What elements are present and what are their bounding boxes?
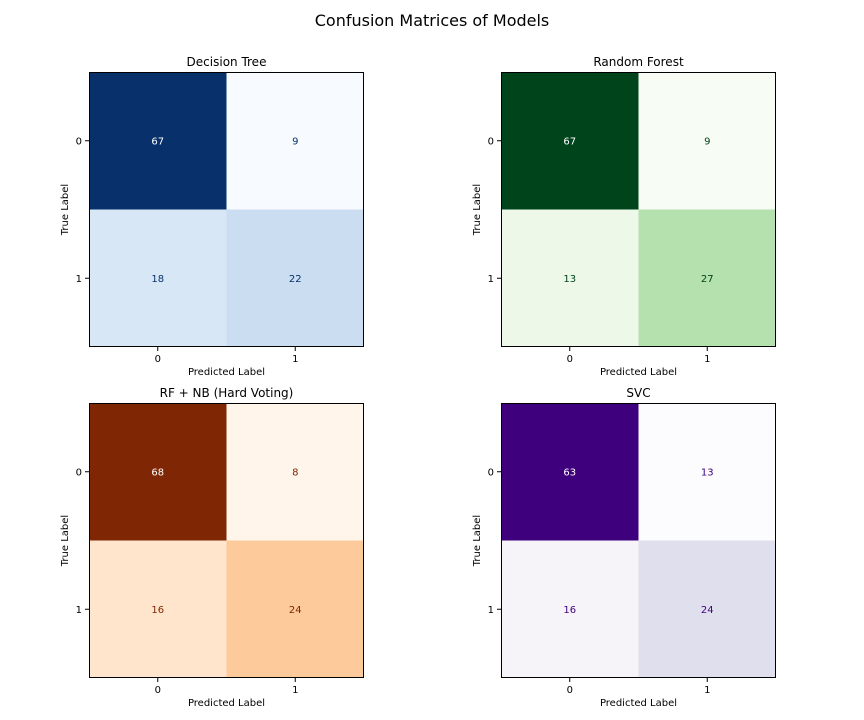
y-axis-label: True Label (60, 515, 71, 567)
cell-value-r0-c1: 9 (704, 136, 710, 147)
matrix-cell-r0-c0 (501, 72, 639, 210)
plot-frame (89, 403, 364, 678)
cell-value-r0-c1: 13 (701, 467, 714, 478)
confusion-matrix-rf-nb-hard-voting: RF + NB (Hard Voting) 68 8 16 24 0 1 0 1 Predicte… (60, 386, 364, 709)
cell-value-r1-c0: 13 (563, 274, 576, 285)
x-axis-label: Predicted Label (188, 698, 265, 709)
subplot-title: RF + NB (Hard Voting) (160, 386, 294, 400)
plot-frame (501, 403, 776, 678)
y-tick-label: 1 (76, 274, 82, 285)
plot-frame (89, 72, 364, 347)
y-tick-label: 1 (488, 274, 494, 285)
subplot-title: SVC (626, 386, 650, 400)
x-tick-label: 0 (567, 354, 573, 365)
matrix-cell-r0-c1 (638, 72, 776, 210)
x-tick-label: 0 (567, 685, 573, 696)
x-tick-label: 1 (704, 354, 710, 365)
y-tick-label: 0 (76, 467, 82, 478)
matrix-cell-r1-c1 (638, 540, 776, 678)
matrix-cell-r1-c1 (226, 209, 364, 347)
x-axis-label: Predicted Label (188, 367, 265, 378)
y-tick-label: 0 (488, 136, 494, 147)
cell-value-r1-c0: 18 (151, 274, 164, 285)
figure-title: Confusion Matrices of Models (315, 11, 550, 30)
plot-frame (501, 72, 776, 347)
x-tick-label: 0 (155, 685, 161, 696)
x-tick-label: 1 (704, 685, 710, 696)
matrix-cell-r0-c0 (501, 403, 639, 541)
cell-value-r1-c1: 24 (701, 605, 714, 616)
x-tick-label: 1 (292, 354, 298, 365)
cell-value-r1-c1: 22 (289, 274, 302, 285)
matrix-cell-r1-c0 (89, 209, 227, 347)
cell-value-r1-c1: 24 (289, 605, 302, 616)
matrix-cell-r0-c0 (89, 403, 227, 541)
matrix-cell-r0-c1 (226, 403, 364, 541)
cell-value-r0-c0: 68 (151, 467, 164, 478)
confusion-matrix-svc: SVC 63 13 16 24 0 1 0 1 Predicted Label True Label (472, 386, 776, 709)
matrix-cell-r0-c0 (89, 72, 227, 210)
cell-value-r0-c1: 9 (292, 136, 298, 147)
matrix-cell-r0-c1 (638, 403, 776, 541)
cell-value-r0-c0: 63 (563, 467, 576, 478)
cell-value-r1-c0: 16 (563, 605, 576, 616)
x-tick-label: 0 (155, 354, 161, 365)
matrix-cell-r1-c1 (226, 540, 364, 678)
cell-value-r0-c0: 67 (563, 136, 576, 147)
matrix-cell-r0-c1 (226, 72, 364, 210)
y-axis-label: True Label (60, 184, 71, 236)
x-tick-label: 1 (292, 685, 298, 696)
y-tick-label: 0 (76, 136, 82, 147)
x-axis-label: Predicted Label (600, 698, 677, 709)
matrix-cell-r1-c0 (89, 540, 227, 678)
confusion-matrix-random-forest: Random Forest 67 9 13 27 0 1 0 1 Predicted Label T… (472, 55, 776, 378)
x-axis-label: Predicted Label (600, 367, 677, 378)
y-tick-label: 1 (76, 605, 82, 616)
matrix-cell-r1-c1 (638, 209, 776, 347)
subplot-title: Random Forest (593, 55, 684, 69)
cell-value-r1-c1: 27 (701, 274, 714, 285)
cell-value-r1-c0: 16 (151, 605, 164, 616)
cell-value-r0-c1: 8 (292, 467, 298, 478)
cell-value-r0-c0: 67 (151, 136, 164, 147)
matrix-cell-r1-c0 (501, 209, 639, 347)
matrix-cell-r1-c0 (501, 540, 639, 678)
y-tick-label: 0 (488, 467, 494, 478)
subplot-title: Decision Tree (187, 55, 267, 69)
y-axis-label: True Label (472, 515, 483, 567)
y-axis-label: True Label (472, 184, 483, 236)
y-tick-label: 1 (488, 605, 494, 616)
confusion-matrix-decision-tree: Decision Tree 67 9 18 22 0 1 0 1 Predicted Label T… (60, 55, 364, 378)
